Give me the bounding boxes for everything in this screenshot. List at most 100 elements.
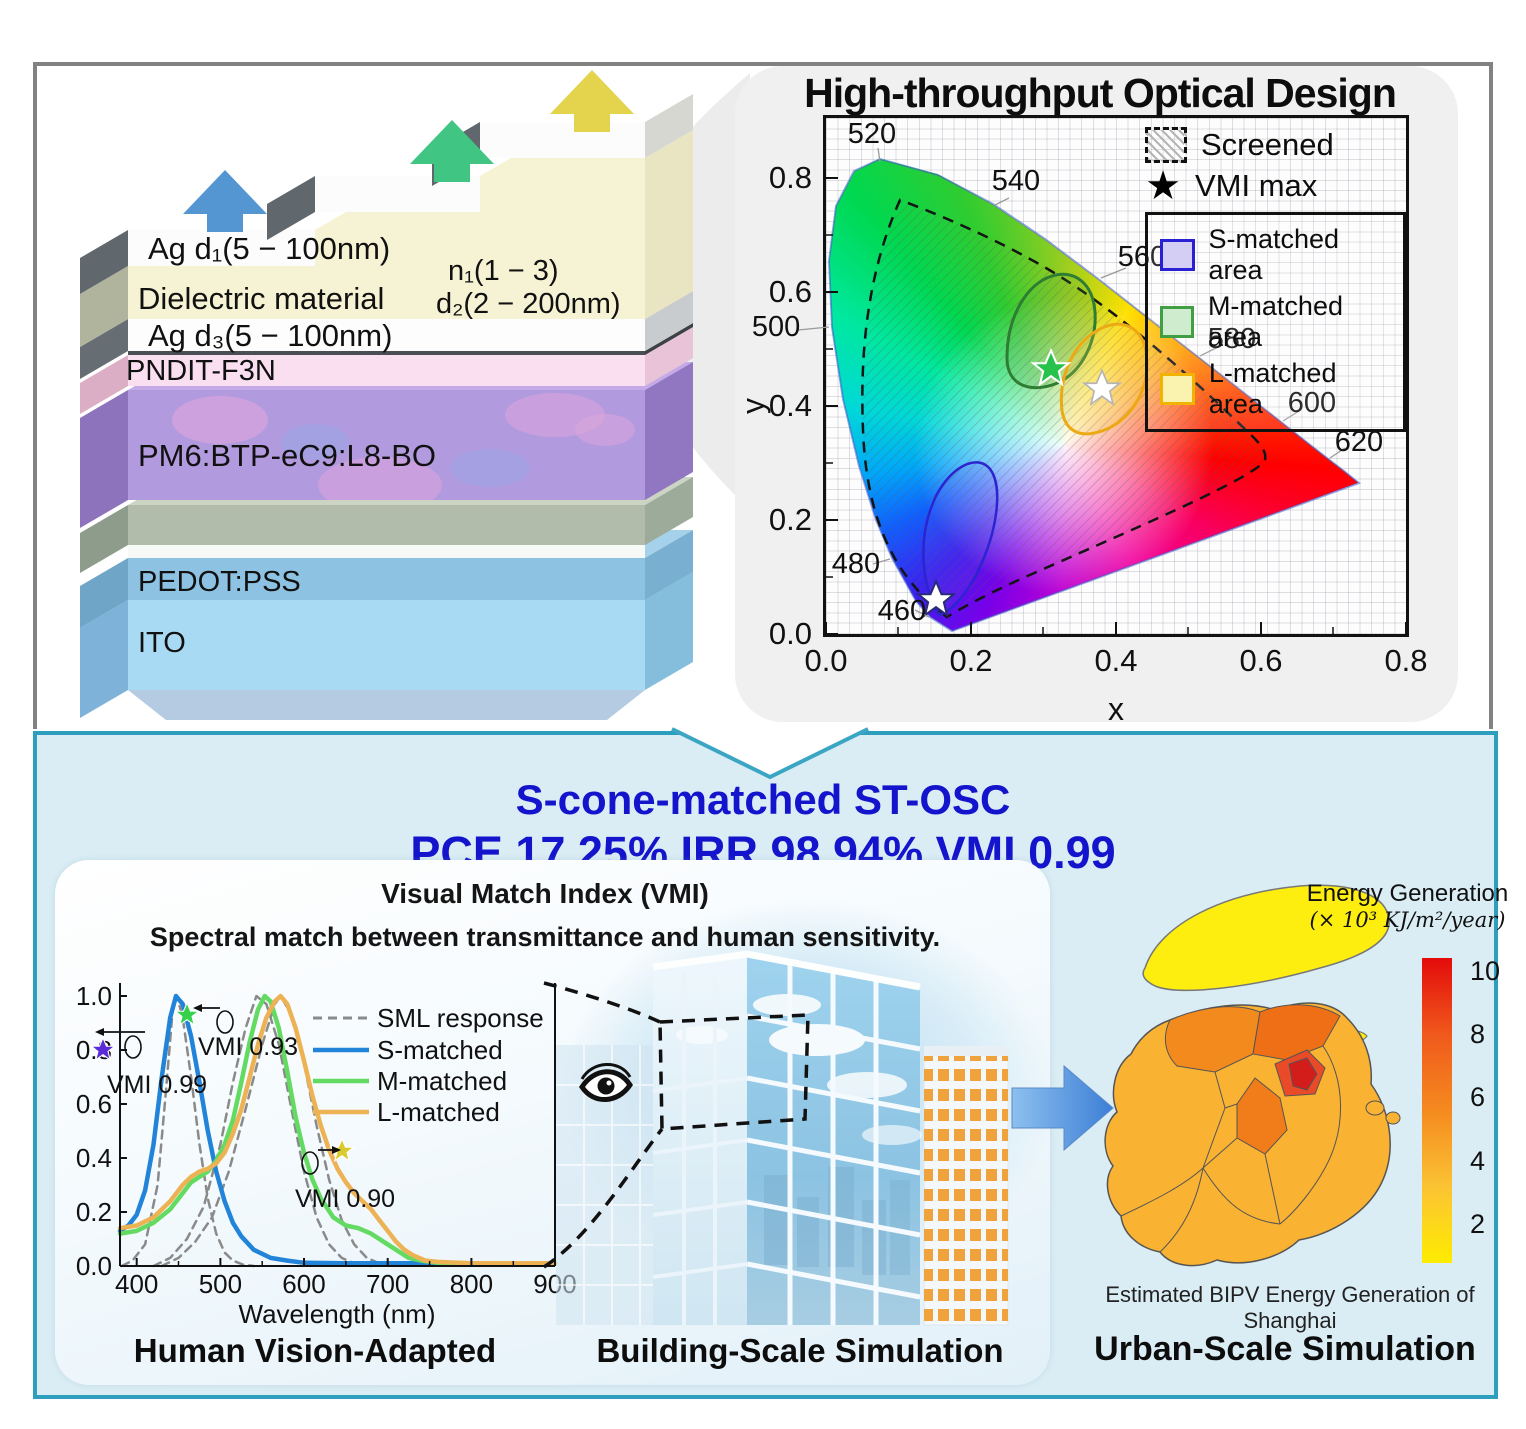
star-s-point (915, 578, 957, 618)
colorbar-title: Energy Generation (1306, 880, 1509, 907)
dielectric-left-face (80, 266, 128, 347)
leader-580 (1199, 345, 1221, 357)
label-ag1: Ag d₁(5 − 100nm) (148, 231, 390, 266)
dielectric-right-face (645, 130, 693, 319)
leader-620 (1329, 447, 1346, 459)
pm6-left-face (80, 390, 128, 528)
device-stack-svg: Ag d₁(5 − 100nm) Dielectric material n₁(1 … (80, 70, 693, 720)
xlabel-04: 0.4 (1094, 643, 1137, 678)
pndit-right-face (645, 327, 693, 386)
wl-600: 600 (1288, 387, 1336, 419)
annot-arrowhead-m (193, 1004, 202, 1012)
dielectric-front (128, 158, 645, 319)
legend-row-screened: Screened (1145, 127, 1406, 164)
shanghai-map-svg (1104, 884, 1401, 1267)
optical-design-title: High-throughput Optical Design (804, 70, 1397, 116)
parapet (652, 950, 921, 991)
annot-vmi-l: VMI 0.90 (295, 1185, 395, 1213)
label-d2: d₂(2 − 200nm) (436, 288, 621, 320)
star-icon: ★ (1145, 164, 1181, 209)
border-pudong (1279, 1045, 1341, 1225)
ito-front (128, 600, 645, 690)
annot-arrowhead-l (332, 1146, 341, 1154)
xlabel-08: 0.8 (1384, 643, 1427, 678)
label-ito: ITO (138, 627, 186, 659)
islet-2 (1385, 1111, 1401, 1125)
xtick-label: 800 (450, 1269, 493, 1299)
ytick-label: 0.4 (76, 1143, 112, 1173)
cloud (753, 994, 821, 1016)
ag1-step2-left (267, 176, 315, 240)
eye-glint (606, 1080, 612, 1086)
interlayer-right-face (645, 477, 693, 545)
star-annot-s (89, 1036, 117, 1062)
dark-separator (128, 351, 645, 355)
wl-520: 520 (848, 118, 896, 150)
screened-swatch-icon (1145, 127, 1187, 164)
reflection (797, 1197, 819, 1267)
ag1-step1-front (128, 230, 315, 266)
ytick-label: 0.2 (76, 1197, 112, 1227)
ag3-front (128, 319, 645, 351)
map-caption: Estimated BIPV Energy Generation of Shan… (1105, 1282, 1475, 1333)
cie-chromaticity-plot: 520 540 560 580 600 620 500 480 460 0.0 0.2 0.4 0.6 0… (735, 115, 1428, 727)
ylabel-00: 0.0 (769, 616, 812, 651)
border-southwest (1120, 1167, 1204, 1217)
series-SML response (S) (120, 994, 256, 1268)
x-axis-title: x (1108, 691, 1124, 727)
tower-left-face (653, 954, 747, 1325)
arrow-green (410, 120, 494, 182)
matched-area-legend-box: S-matched area M-matched area L-matched … (1145, 212, 1406, 433)
ytick-label: 0.6 (76, 1089, 112, 1119)
pedot-right-face (645, 530, 693, 600)
border-fengxian (1264, 1153, 1281, 1225)
caption-urban-scale: Urban-Scale Simulation (1094, 1330, 1476, 1368)
cbar-tick-4: 4 (1470, 1146, 1485, 1176)
legend-row-vmi-max: ★ VMI max (1145, 164, 1406, 209)
pm6-blob (281, 424, 349, 460)
wl-560: 560 (1118, 241, 1166, 273)
caption-building-scale: Building-Scale Simulation (596, 1332, 1004, 1369)
screened-region (861, 198, 1267, 619)
flow-arrow-svg (1011, 1064, 1114, 1152)
label-pndit: PNDIT-F3N (126, 355, 276, 387)
legend-label-s: S-matched (377, 1035, 503, 1065)
ytick-label: 1.0 (76, 981, 112, 1011)
ag3-right-face (645, 291, 693, 351)
cloud (862, 1125, 922, 1145)
leader-480 (872, 558, 891, 565)
l-area-label: L-matched area (1208, 358, 1337, 420)
orange-building-cap (924, 1046, 1008, 1056)
cloud (827, 1072, 907, 1098)
star-m-point (1030, 347, 1072, 387)
ag1-step3-right (645, 94, 693, 158)
gap-strip (128, 545, 645, 558)
district-baoshan (1252, 1004, 1341, 1061)
annot-arrowhead-s (95, 1028, 104, 1036)
dark-separator-side (645, 323, 693, 355)
ag1-step3-front (480, 122, 645, 158)
energy-colorbar-svg: 10 8 6 4 2 (1422, 956, 1500, 1263)
dashed-sight-lower (543, 1127, 664, 1269)
legend-label-l: L-matched (377, 1097, 500, 1127)
colorbar (1422, 958, 1452, 1263)
legend-row-m-area: M-matched area (1160, 291, 1391, 353)
leader-500 (797, 326, 830, 331)
legend-row-s-area: S-matched area (1160, 224, 1391, 286)
reflection (764, 1175, 790, 1265)
border-jinshan (1159, 1167, 1204, 1253)
s-matched-contour (922, 461, 999, 617)
xtick-label: 500 (199, 1269, 242, 1299)
x-axis-title: Wavelength (nm) (239, 1299, 436, 1329)
xlabel-06: 0.6 (1239, 643, 1282, 678)
ylabel-02: 0.2 (769, 502, 812, 537)
arrow-yellow (550, 70, 634, 132)
annot-circle-s (124, 1035, 142, 1059)
s-area-swatch-icon (1160, 239, 1195, 272)
label-dielectric: Dielectric material (138, 281, 384, 316)
wl-460: 460 (878, 595, 926, 627)
interlayer-left-face (80, 505, 128, 573)
